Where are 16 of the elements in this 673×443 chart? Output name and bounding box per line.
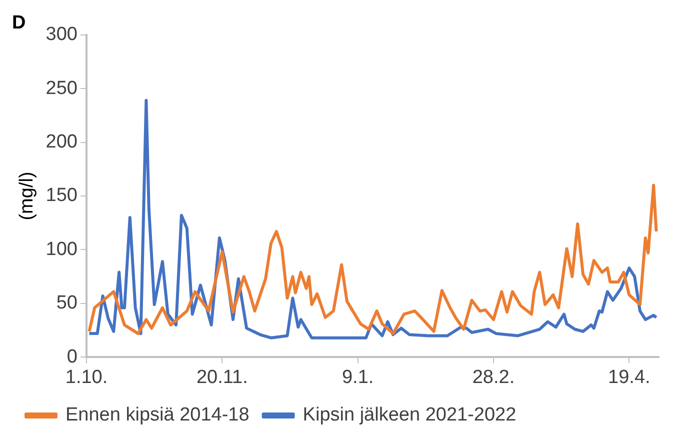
y-tick-label: 0 <box>66 346 78 368</box>
x-tick-label: 19.4. <box>608 366 650 388</box>
chart-title: D <box>12 12 26 34</box>
y-tick-label: 100 <box>46 238 78 260</box>
x-tick-label: 1.10. <box>65 366 108 388</box>
y-tick-label: 150 <box>46 185 78 206</box>
y-tick-label: 250 <box>46 78 78 99</box>
legend-label: Ennen kipsiä 2014-18 <box>66 404 250 426</box>
y-axis-title: (mg/l) <box>16 172 38 220</box>
x-tick-label: 20.11. <box>196 366 248 388</box>
y-tick-label: 300 <box>46 24 78 46</box>
x-tick-label: 9.1. <box>342 366 374 388</box>
y-tick-label: 50 <box>56 292 78 314</box>
y-tick-label: 200 <box>46 132 78 152</box>
legend-label: Kipsin jälkeen 2021-2022 <box>302 404 516 426</box>
x-tick-label: 28.2. <box>472 366 515 388</box>
